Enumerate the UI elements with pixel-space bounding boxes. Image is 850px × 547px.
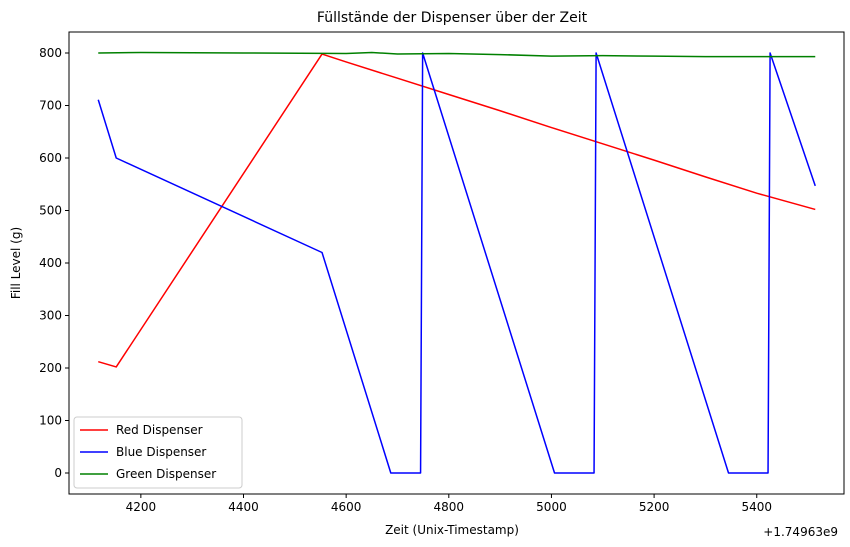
y-tick-label: 700	[39, 99, 62, 113]
y-tick-label: 500	[39, 204, 62, 218]
x-tick-label: 5000	[536, 500, 567, 514]
y-tick-label: 200	[39, 361, 62, 375]
legend-box	[73, 416, 243, 489]
plot-area	[97, 51, 816, 474]
legend-label: Green Dispenser	[116, 467, 216, 481]
x-axis-title: Zeit (Unix-Timestamp)	[385, 523, 519, 537]
x-tick-label: 4600	[331, 500, 362, 514]
y-axis-title: Fill Level (g)	[9, 227, 23, 299]
y-axis: 0 100 200 300 400 500 600 700 800	[39, 46, 69, 480]
series-line-green-dispenser	[98, 51, 816, 58]
series-line-blue-dispenser	[97, 52, 816, 474]
legend-label: Blue Dispenser	[116, 445, 206, 459]
y-tick-label: 800	[39, 46, 62, 60]
y-tick-label: 0	[54, 466, 62, 480]
legend-label: Red Dispenser	[116, 423, 203, 437]
y-tick-label: 600	[39, 151, 62, 165]
x-tick-label: 5200	[639, 500, 670, 514]
legend: Red Dispenser Blue Dispenser Green Dispens…	[73, 416, 243, 489]
y-tick-label: 400	[39, 256, 62, 270]
x-tick-label: 5400	[741, 500, 772, 514]
x-tick-label: 4400	[228, 500, 259, 514]
x-tick-label: 4800	[434, 500, 465, 514]
y-tick-label: 100	[39, 414, 62, 428]
y-tick-label: 300	[39, 309, 62, 323]
x-axis: 4200 4400 4600 4800 5000 5200 5400	[126, 494, 772, 514]
chart-title: Füllstände der Dispenser über der Zeit	[317, 10, 588, 26]
series-line-red-dispenser	[98, 53, 816, 368]
x-tick-label: 4200	[126, 500, 157, 514]
x-offset-label: +1.74963e9	[763, 525, 838, 539]
